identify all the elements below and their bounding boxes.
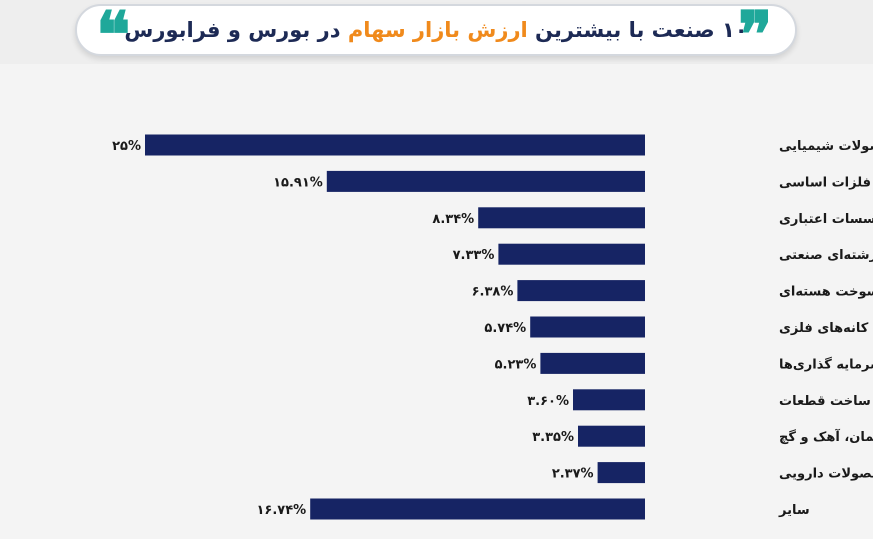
bar-10 [597,462,645,484]
category-label-4: شرکت‌های چند رشته‌ای صنعتی [779,248,873,263]
plot-area: ۲۵% محصولات شیمیایی ۱۵.۹۱% فلزات اساسی ۸.۳۴%… [0,64,873,539]
bar-4 [498,243,645,265]
bar-2 [326,170,645,192]
category-label-1: محصولات شیمیایی [779,139,873,154]
category-label-8: خودرو و ساخت قطعات [779,394,873,409]
bar-11 [310,498,645,520]
category-label-2: فلزات اساسی [779,175,871,190]
bar-7 [540,352,645,374]
value-label-9: ۳.۳۵% [532,430,574,445]
value-label-5: ۶.۳۸% [472,285,514,300]
title-part-1: ۱۰ صنعت با بیشترین [535,18,748,42]
category-label-3: بانک‌ها و موسسات اعتباری [779,212,873,227]
bar-8 [573,389,645,411]
title-accent: ارزش بازار سهام [347,18,528,42]
value-label-8: ۳.۶۰% [527,394,569,409]
bar-3 [478,207,645,229]
value-label-6: ۵.۷۴% [484,321,526,336]
bar-chart: ۲۵% محصولات شیمیایی ۱۵.۹۱% فلزات اساسی ۸.۳۴%… [112,134,873,520]
category-label-10: مواد و محصولات دارویی [779,467,873,482]
category-label-9: سیمان، آهک و گچ [779,428,873,445]
value-label-11: ۱۶.۷۴% [256,503,306,518]
category-label-5: فراورده‌های نفتی، کک و سوخت هسته‌ای [779,285,873,300]
value-label-10: ۲.۳۷% [552,467,594,482]
title-part-2: در بورس و فرابورس [124,18,341,42]
bar-6 [530,316,645,338]
value-label-7: ۵.۲۳% [495,357,537,372]
chart-title: ۱۰ صنعت با بیشترین ارزش بازار سهام در بو… [124,18,747,42]
category-label-6: استخراج کانه‌های فلزی [779,321,873,336]
value-label-4: ۷.۳۳% [453,248,495,263]
value-label-2: ۱۵.۹۱% [273,175,323,190]
value-label-3: ۸.۳۴% [432,212,474,227]
bar-9 [578,425,645,447]
header-band: ۱۰ صنعت با بیشترین ارزش بازار سهام در بو… [0,0,873,73]
quote-open-icon: ❝ [96,0,131,73]
category-label-11: سایر [778,503,810,518]
bar-1 [145,134,645,156]
title-pill: ۱۰ صنعت با بیشترین ارزش بازار سهام در بو… [75,4,797,56]
category-label-7: سرمایه گذاری‌ها [779,356,873,372]
bar-5 [517,280,645,302]
value-label-1: ۲۵% [112,139,141,154]
quote-close-icon: ❞ [738,0,773,73]
